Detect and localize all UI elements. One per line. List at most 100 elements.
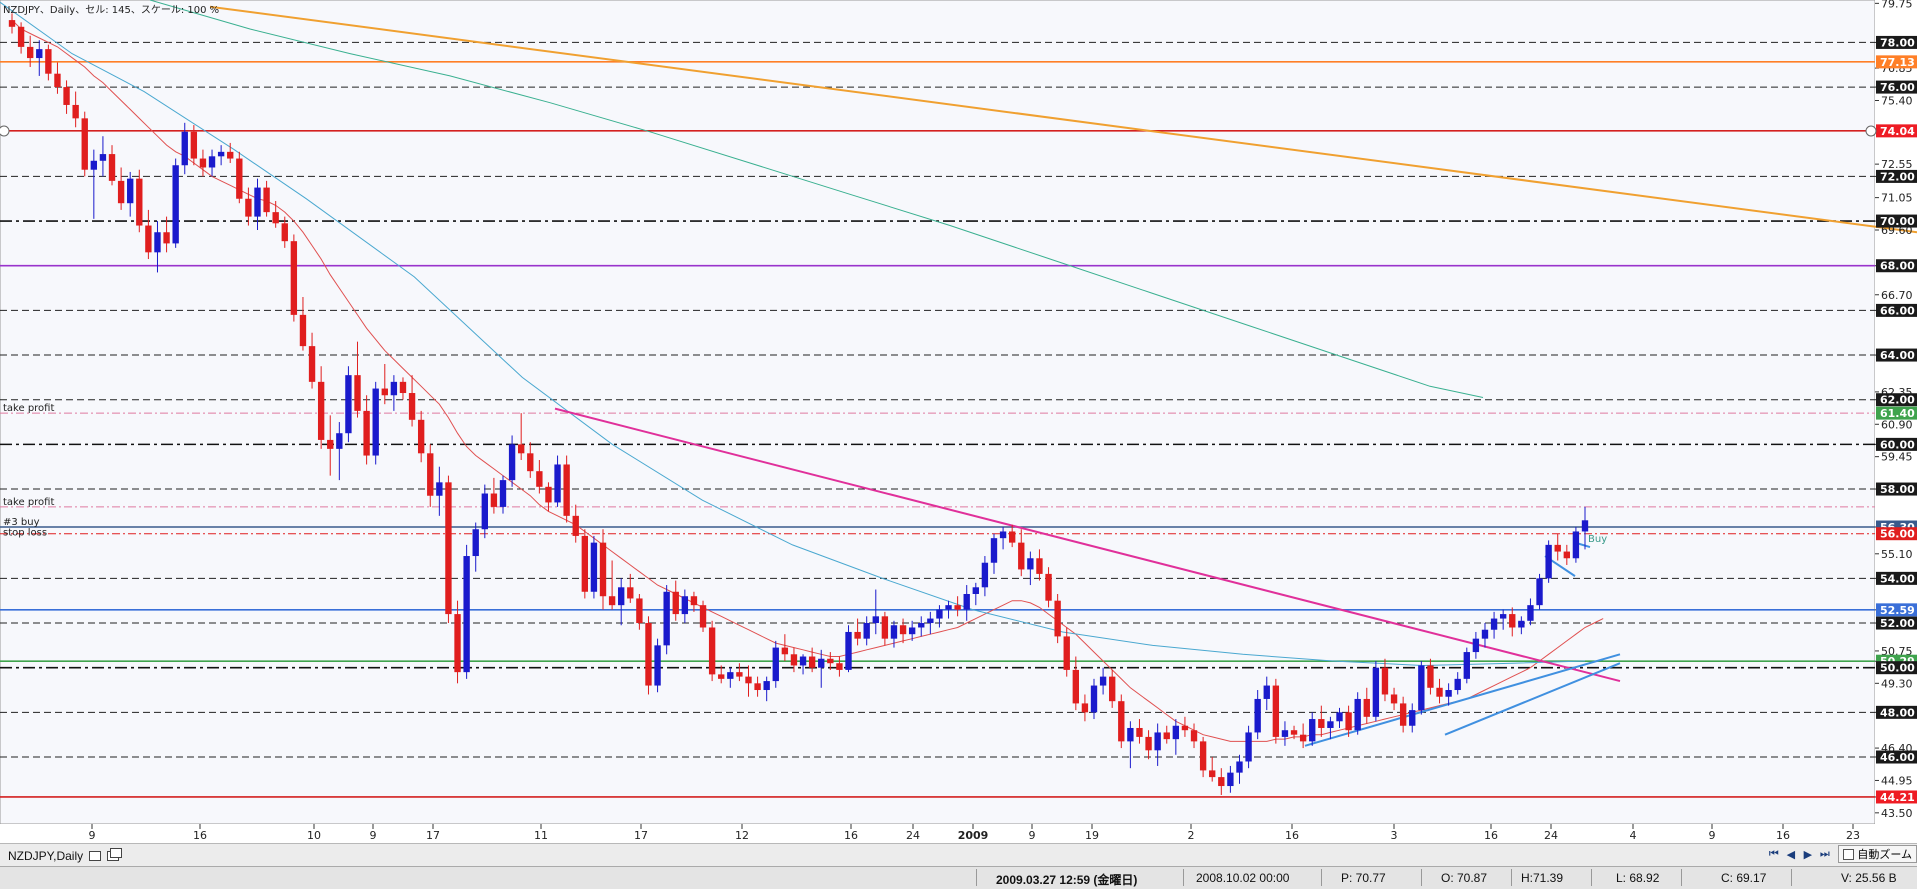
candle-body [1099, 676, 1107, 686]
candle-body [572, 515, 579, 536]
checkbox-icon[interactable] [1843, 848, 1855, 860]
candle-body [1445, 690, 1452, 697]
price-level-badge [1876, 750, 1917, 764]
price-level-badge [1876, 661, 1917, 675]
candle-body [1154, 732, 1161, 751]
candle-body [108, 154, 116, 181]
candle-body [345, 375, 352, 434]
y-tick-label: 66.70 [1881, 289, 1913, 302]
candle-body [1236, 761, 1243, 773]
next-tab-icon[interactable]: ▶ [1803, 848, 1813, 861]
price-level-badge-label: 68.00 [1880, 260, 1915, 273]
price-level-badge-label: 72.00 [1880, 170, 1915, 183]
candle-body [1190, 730, 1198, 742]
candle-body [363, 410, 370, 456]
candle-body [545, 486, 552, 503]
candle-body [1090, 685, 1098, 713]
price-level-badge [1876, 393, 1917, 407]
candle-body [963, 593, 970, 610]
chart-tab[interactable]: NZDJPY,Daily [2, 845, 125, 866]
candle-body [436, 482, 443, 496]
candle-body [672, 591, 679, 615]
tab-navigation: ⏮ ◀ ▶ ⏭ 自動ズーム [1766, 845, 1917, 863]
candle-body [172, 165, 179, 244]
candle-body [1036, 558, 1043, 574]
candle-body [890, 625, 898, 639]
candle-body [1554, 544, 1561, 552]
candle-body [554, 464, 561, 503]
x-tick-label: 17 [634, 829, 648, 842]
auto-zoom-toggle[interactable]: 自動ズーム [1838, 845, 1917, 863]
x-tick-label: 9 [370, 829, 377, 842]
status-low: L: 68.92 [1616, 871, 1660, 885]
x-axis-ticks: 9 16 10 9 17 11 17 12 16 24 2009 9 19 2 16 3 16 24 4 9 16 23 [89, 824, 1860, 842]
price-level-badge [1876, 169, 1917, 183]
price-level-badge [1876, 303, 1917, 317]
last-tab-icon[interactable]: ⏭ [1819, 847, 1830, 860]
window-icon[interactable] [89, 850, 102, 861]
candle-body [681, 596, 689, 615]
candle-body [945, 605, 952, 610]
candle-body [1418, 665, 1425, 711]
candle-body [727, 672, 734, 679]
chart-title: NZDJPY、Daily、セル: 145、スケール: 100 % [3, 4, 219, 16]
price-level-badge-label: 52.59 [1880, 604, 1915, 617]
candle-body [772, 647, 779, 682]
status-divider [1511, 869, 1512, 886]
scroll-handle-right[interactable] [1865, 125, 1877, 137]
candle-body [517, 444, 525, 454]
restore-window-icon[interactable] [107, 847, 123, 861]
price-level-badge [1876, 214, 1917, 228]
candle-body [1354, 698, 1361, 731]
candle-body [1345, 712, 1352, 731]
candle-body [299, 314, 307, 347]
price-level-badge-label: 76.00 [1880, 81, 1915, 94]
price-level-badge [1876, 348, 1917, 362]
candle-body [618, 587, 625, 606]
candle-body [145, 225, 152, 253]
buy-marker-label: Buy [1588, 534, 1607, 545]
candle-body [63, 87, 70, 105]
price-level-badge [1876, 790, 1917, 804]
candle-body [99, 154, 107, 161]
candle-body [881, 616, 889, 639]
candle-body [399, 381, 407, 394]
candle-body [463, 556, 470, 673]
candle-body [508, 444, 516, 481]
candle-body [327, 439, 334, 449]
y-tick-label: 55.10 [1881, 548, 1913, 561]
first-tab-icon[interactable]: ⏮ [1768, 847, 1779, 860]
candle-body [654, 645, 661, 686]
candle-body [927, 618, 934, 624]
price-level-badge [1876, 482, 1917, 496]
status-divider [1321, 869, 1322, 886]
prev-tab-icon[interactable]: ◀ [1786, 848, 1796, 861]
candle-body [417, 419, 425, 454]
status-volume: V: 25.56 B [1841, 871, 1897, 885]
candle-body [827, 658, 834, 664]
candle-body [799, 656, 807, 666]
candle-body [1581, 520, 1589, 532]
candle-body [1454, 678, 1461, 691]
candle-body [1054, 600, 1061, 637]
scroll-handle-left[interactable] [0, 125, 10, 137]
price-level-badge-label: 48.00 [1880, 706, 1915, 719]
candle-body [763, 681, 770, 691]
candle-body [690, 596, 698, 606]
candle-body [8, 20, 16, 27]
candle-body [217, 151, 225, 157]
candle-body [45, 49, 52, 74]
candle-body [1218, 777, 1225, 787]
chart-tab-label: NZDJPY,Daily [8, 848, 84, 863]
candle-body [608, 596, 616, 606]
candle-body [336, 433, 343, 449]
candle-body [527, 453, 534, 472]
candle-body [454, 614, 461, 673]
status-close: C: 69.17 [1721, 871, 1767, 885]
y-tick-label: 43.50 [1881, 807, 1913, 820]
price-level-badge-label: 74.04 [1880, 125, 1915, 138]
candle-body [481, 493, 488, 530]
candle-body [708, 627, 716, 675]
candle-body [1063, 636, 1070, 670]
